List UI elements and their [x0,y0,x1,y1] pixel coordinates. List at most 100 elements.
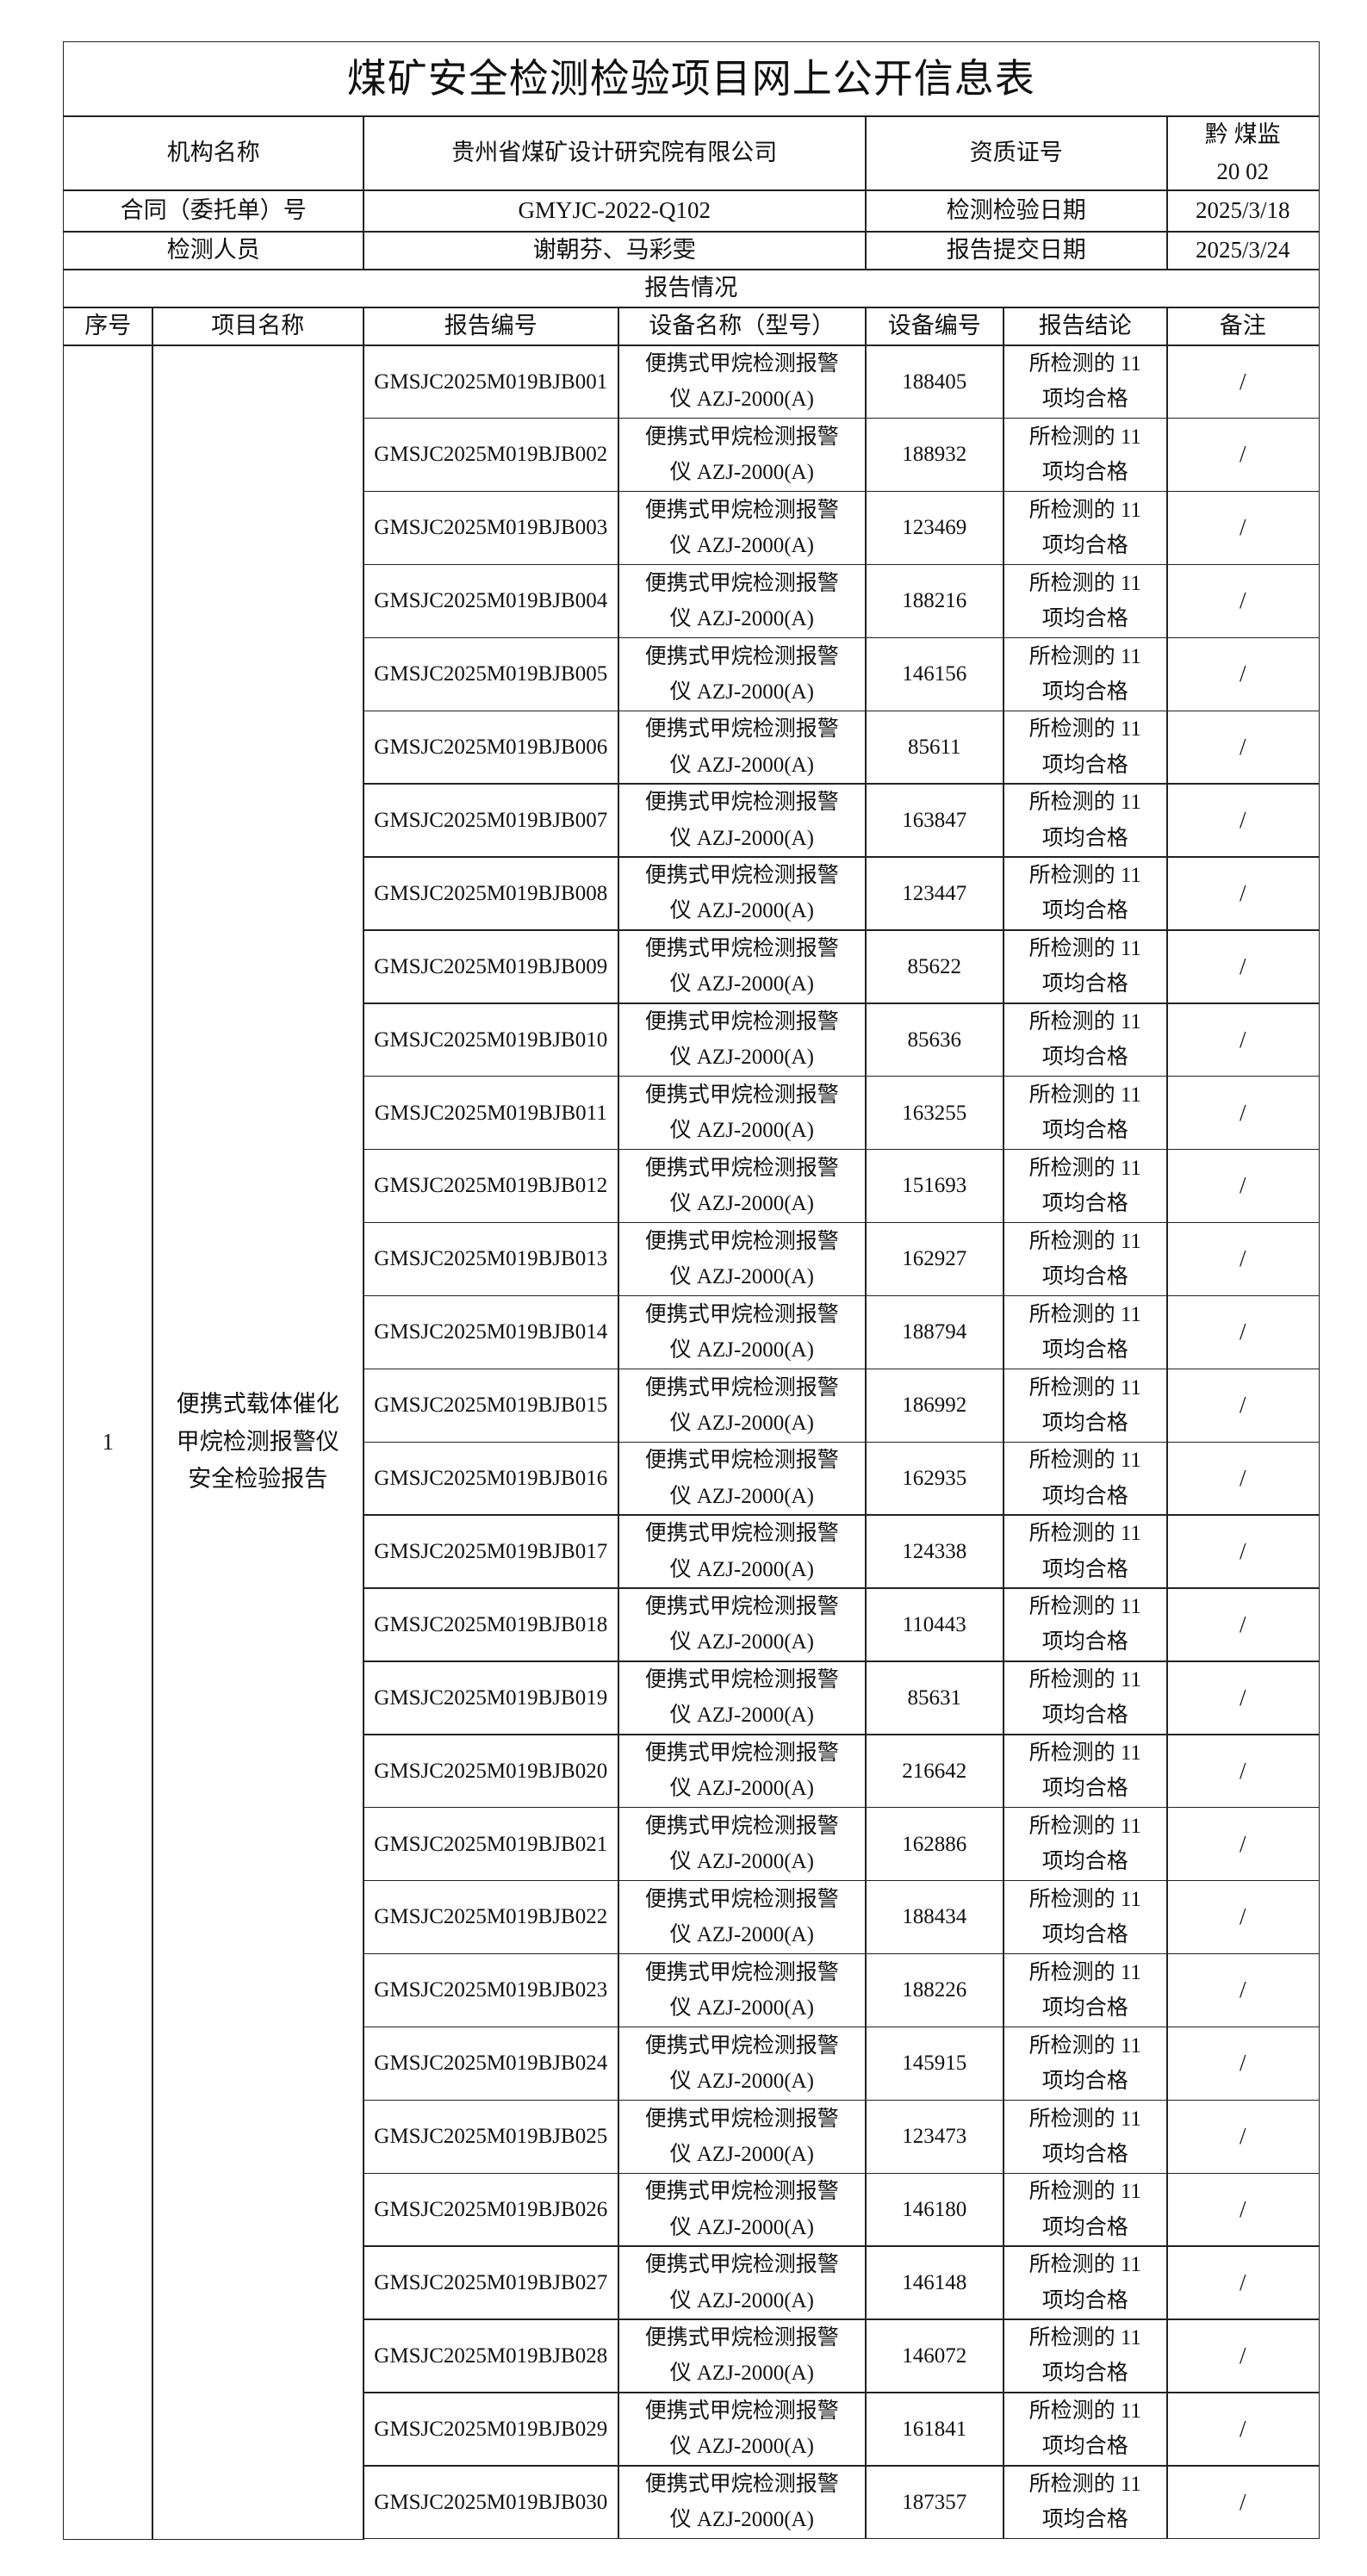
report-number: GMSJC2025M019BJB030 [363,2465,619,2540]
device-number: 188434 [865,1879,1004,1955]
report-number: GMSJC2025M019BJB022 [363,1879,619,1955]
report-number: GMSJC2025M019BJB029 [363,2392,619,2467]
device-name: 便携式甲烷检测报警仪 AZJ-2000(A) [618,1514,867,1589]
value-cell: 贵州省煤矿设计研究院有限公司 [363,115,867,191]
device-name: 便携式甲烷检测报警仪 AZJ-2000(A) [618,710,867,785]
conclusion: 所检测的 11 项均合格 [1003,1807,1168,1882]
report-number: GMSJC2025M019BJB016 [363,1441,619,1516]
device-name: 便携式甲烷检测报警仪 AZJ-2000(A) [618,856,867,931]
device-name: 便携式甲烷检测报警仪 AZJ-2000(A) [618,563,867,639]
conclusion: 所检测的 11 项均合格 [1003,636,1168,711]
device-name: 便携式甲烷检测报警仪 AZJ-2000(A) [618,1002,867,1077]
report-number: GMSJC2025M019BJB013 [363,1221,619,1297]
device-number: 162927 [865,1221,1004,1297]
device-number: 188216 [865,563,1004,639]
device-number: 85636 [865,1002,1004,1077]
column-header: 报告编号 [363,307,619,346]
conclusion: 所检测的 11 项均合格 [1003,2099,1168,2174]
conclusion: 所检测的 11 项均合格 [1003,1514,1168,1589]
remark: / [1166,2392,1320,2467]
remark: / [1166,563,1320,639]
column-header: 序号 [63,307,153,346]
report-number: GMSJC2025M019BJB002 [363,417,619,493]
remark: / [1166,1148,1320,1224]
report-number: GMSJC2025M019BJB021 [363,1807,619,1882]
conclusion: 所检测的 11 项均合格 [1003,2172,1168,2247]
report-number: GMSJC2025M019BJB024 [363,2026,619,2101]
column-header: 报告结论 [1003,307,1168,346]
text-line: 20 02 [1216,158,1270,184]
device-name: 便携式甲烷检测报警仪 AZJ-2000(A) [618,1952,867,2028]
label-cell: 报告提交日期 [865,231,1168,270]
report-number: GMSJC2025M019BJB017 [363,1514,619,1589]
device-name: 便携式甲烷检测报警仪 AZJ-2000(A) [618,1807,867,1882]
remark: / [1166,636,1320,711]
device-name: 便携式甲烷检测报警仪 AZJ-2000(A) [618,417,867,493]
device-name: 便携式甲烷检测报警仪 AZJ-2000(A) [618,1221,867,1297]
remark: / [1166,345,1320,419]
column-header: 设备编号 [865,307,1004,346]
title-cell: 煤矿安全检测检验项目网上公开信息表 [63,41,1320,117]
value-cell: 2025/3/24 [1166,231,1320,270]
label-cell: 检测人员 [63,231,364,270]
conclusion: 所检测的 11 项均合格 [1003,1221,1168,1297]
device-name: 便携式甲烷检测报警仪 AZJ-2000(A) [618,1587,867,1662]
device-number: 163847 [865,783,1004,858]
conclusion: 所检测的 11 项均合格 [1003,1076,1168,1151]
label-cell: 合同（委托单）号 [63,189,364,233]
device-name: 便携式甲烷检测报警仪 AZJ-2000(A) [618,2392,867,2467]
conclusion: 所检测的 11 项均合格 [1003,2392,1168,2467]
conclusion: 所检测的 11 项均合格 [1003,929,1168,1004]
device-number: 146148 [865,2245,1004,2320]
report-number: GMSJC2025M019BJB025 [363,2099,619,2174]
report-number: GMSJC2025M019BJB018 [363,1587,619,1662]
device-number: 188405 [865,345,1004,419]
remark: / [1166,1294,1320,1370]
device-name: 便携式甲烷检测报警仪 AZJ-2000(A) [618,2172,867,2247]
column-header: 项目名称 [152,307,364,346]
remark: / [1166,783,1320,858]
device-name: 便携式甲烷检测报警仪 AZJ-2000(A) [618,783,867,858]
text-line: 黔 煤监 [1204,121,1281,147]
conclusion: 所检测的 11 项均合格 [1003,2245,1168,2320]
device-number: 146156 [865,636,1004,711]
conclusion: 所检测的 11 项均合格 [1003,1879,1168,1955]
conclusion: 所检测的 11 项均合格 [1003,1368,1168,1443]
conclusion: 所检测的 11 项均合格 [1003,710,1168,785]
remark: / [1166,1076,1320,1151]
report-number: GMSJC2025M019BJB027 [363,2245,619,2320]
remark: / [1166,1221,1320,1297]
conclusion: 所检测的 11 项均合格 [1003,490,1168,566]
remark: / [1166,929,1320,1004]
value-cell: 2025/3/18 [1166,189,1320,233]
device-number: 123469 [865,490,1004,566]
label-cell: 检测检验日期 [865,189,1168,233]
remark: / [1166,2026,1320,2101]
section-header: 报告情况 [63,269,1320,308]
conclusion: 所检测的 11 项均合格 [1003,783,1168,858]
device-name: 便携式甲烷检测报警仪 AZJ-2000(A) [618,2099,867,2174]
report-number: GMSJC2025M019BJB019 [363,1660,619,1735]
report-number: GMSJC2025M019BJB003 [363,490,619,566]
device-name: 便携式甲烷检测报警仪 AZJ-2000(A) [618,1294,867,1370]
report-number: GMSJC2025M019BJB006 [363,710,619,785]
remark: / [1166,2245,1320,2320]
device-number: 123447 [865,856,1004,931]
conclusion: 所检测的 11 项均合格 [1003,856,1168,931]
device-number: 188932 [865,417,1004,493]
remark: / [1166,2465,1320,2540]
conclusion: 所检测的 11 项均合格 [1003,1734,1168,1809]
remark: / [1166,2172,1320,2247]
device-name: 便携式甲烷检测报警仪 AZJ-2000(A) [618,2026,867,2101]
device-number: 186992 [865,1368,1004,1443]
remark: / [1166,1879,1320,1955]
device-name: 便携式甲烷检测报警仪 AZJ-2000(A) [618,490,867,566]
device-number: 123473 [865,2099,1004,2174]
conclusion: 所检测的 11 项均合格 [1003,1148,1168,1224]
label-cell: 资质证号 [865,115,1168,191]
device-name: 便携式甲烷检测报警仪 AZJ-2000(A) [618,2465,867,2540]
report-number: GMSJC2025M019BJB014 [363,1294,619,1370]
conclusion: 所检测的 11 项均合格 [1003,345,1168,419]
device-number: 145915 [865,2026,1004,2101]
device-number: 163255 [865,1076,1004,1151]
